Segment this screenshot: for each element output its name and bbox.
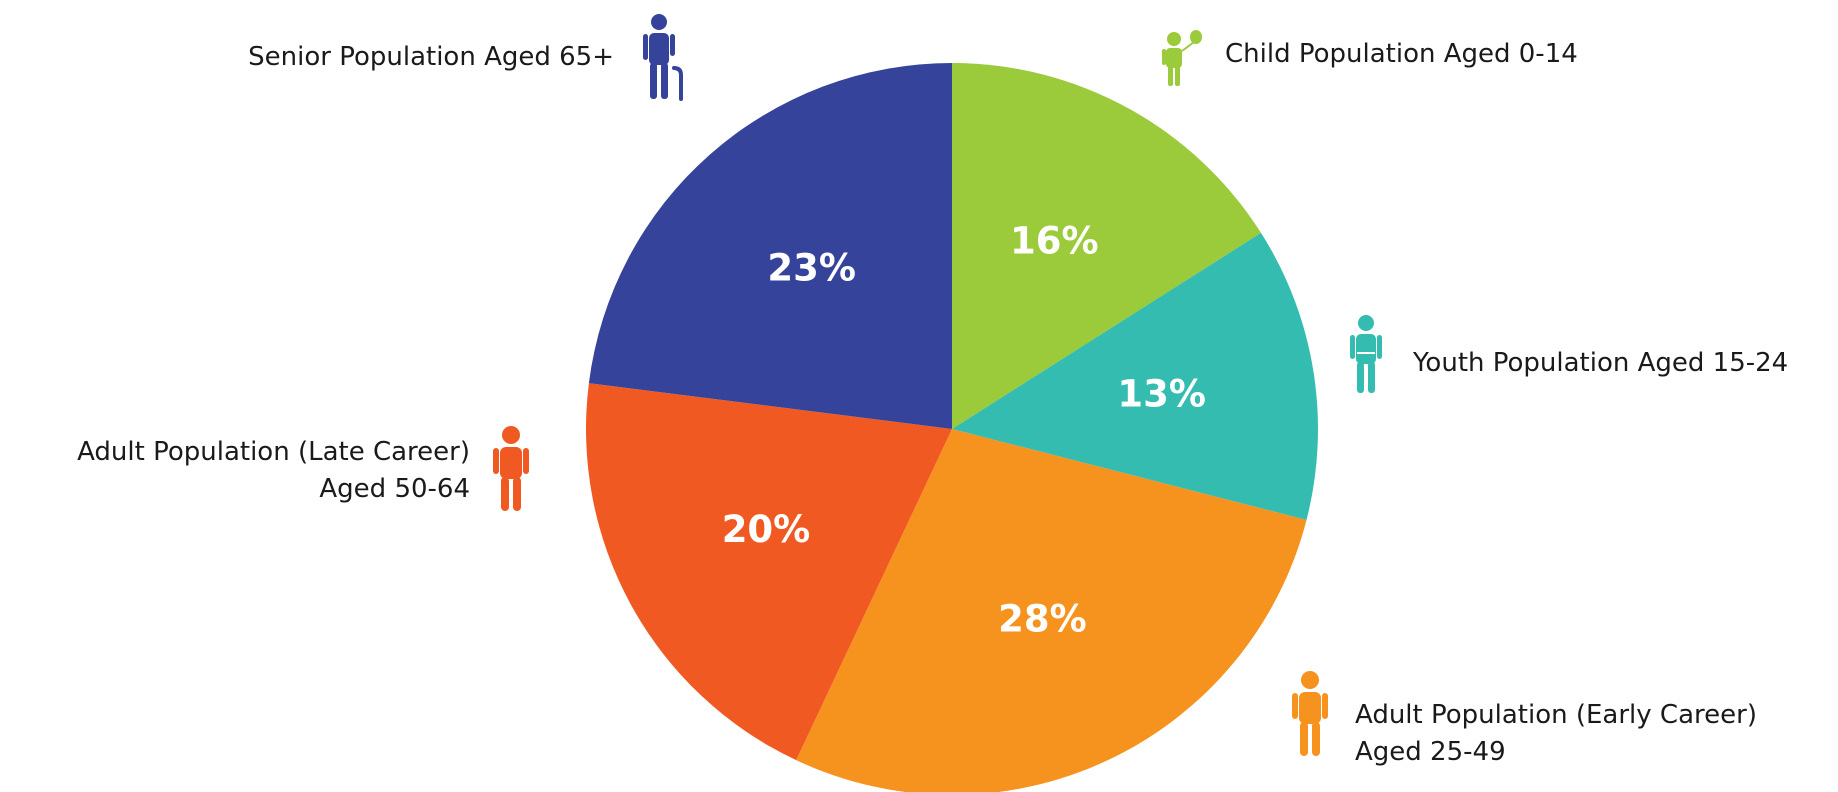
slice-value-senior: 23%	[767, 246, 856, 289]
slice-label-youth-line-1: Youth Population Aged 15-24	[1413, 348, 1789, 378]
slice-value-youth: 13%	[1117, 372, 1206, 415]
slice-label-early-career: Adult Population (Early Career) Aged 25-…	[1355, 697, 1757, 771]
child-with-balloon-icon	[1162, 30, 1202, 86]
pie-slice-early	[796, 429, 1307, 792]
slice-value-child: 16%	[1010, 219, 1099, 262]
slice-value-early: 28%	[998, 598, 1087, 641]
youth-person-icon	[1350, 315, 1382, 393]
slice-label-late-career: Adult Population (Late Career) Aged 50-6…	[77, 434, 470, 508]
slice-value-late: 20%	[722, 508, 811, 551]
pie-slice-child	[952, 63, 1262, 429]
senior-with-cane-icon	[643, 14, 683, 101]
adult-person-icon	[1292, 671, 1328, 756]
slice-label-early-career-line-1: Adult Population (Early Career)	[1355, 700, 1757, 730]
slice-label-child: Child Population Aged 0-14	[1225, 36, 1578, 73]
slice-label-youth: Youth Population Aged 15-24	[1413, 345, 1788, 382]
slice-label-early-career-line-2: Aged 25-49	[1355, 737, 1506, 767]
pie-slice-senior	[588, 63, 952, 429]
pie-slice-youth	[952, 232, 1318, 521]
adult-person-icon	[493, 426, 529, 511]
slice-label-senior: Senior Population Aged 65+	[248, 39, 614, 76]
slice-label-late-career-line-2: Aged 50-64	[319, 474, 470, 504]
slice-label-child-line-1: Child Population Aged 0-14	[1225, 39, 1578, 69]
slice-label-late-career-line-1: Adult Population (Late Career)	[77, 437, 470, 467]
pie-slice-late	[585, 383, 952, 761]
slice-label-senior-line-1: Senior Population Aged 65+	[248, 42, 614, 72]
